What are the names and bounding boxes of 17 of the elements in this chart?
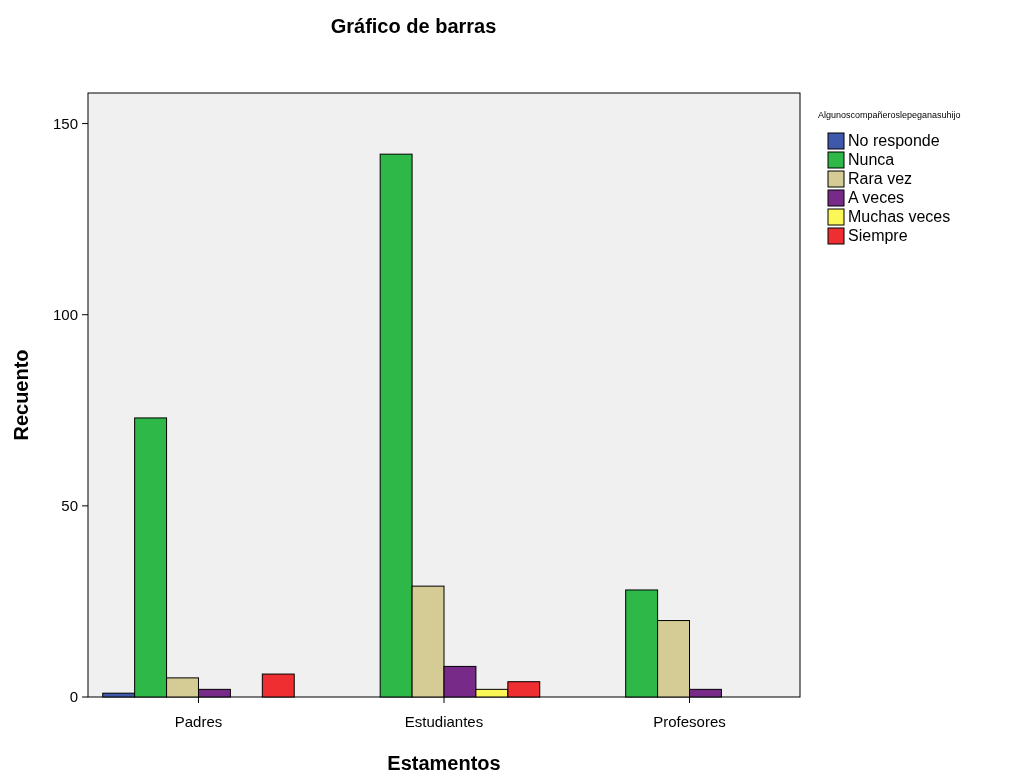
y-tick-label: 150 [52,114,78,132]
x-axis-title: Estamentos [387,752,501,774]
y-axis-title: Recuento [10,349,32,441]
chart-title: Gráfico de barras [330,15,497,37]
y-tick-label: 100 [52,305,78,323]
y-tick-label: 0 [69,688,78,706]
legend-label: Nunca [848,151,895,168]
legend-label: Rara vez [848,170,913,187]
legend-label: Siempre [848,227,908,244]
legend-label: No responde [848,132,940,149]
legend-title: Algunoscompañeroslepeganasuhijo [818,110,961,120]
legend-label: Muchas veces [848,208,951,225]
y-tick-label: 50 [61,497,78,515]
x-tick-label: Profesores [653,713,726,730]
x-tick-label: Estudiantes [404,713,484,730]
x-tick-label: Padres [174,713,223,730]
legend-label: A veces [848,189,905,206]
